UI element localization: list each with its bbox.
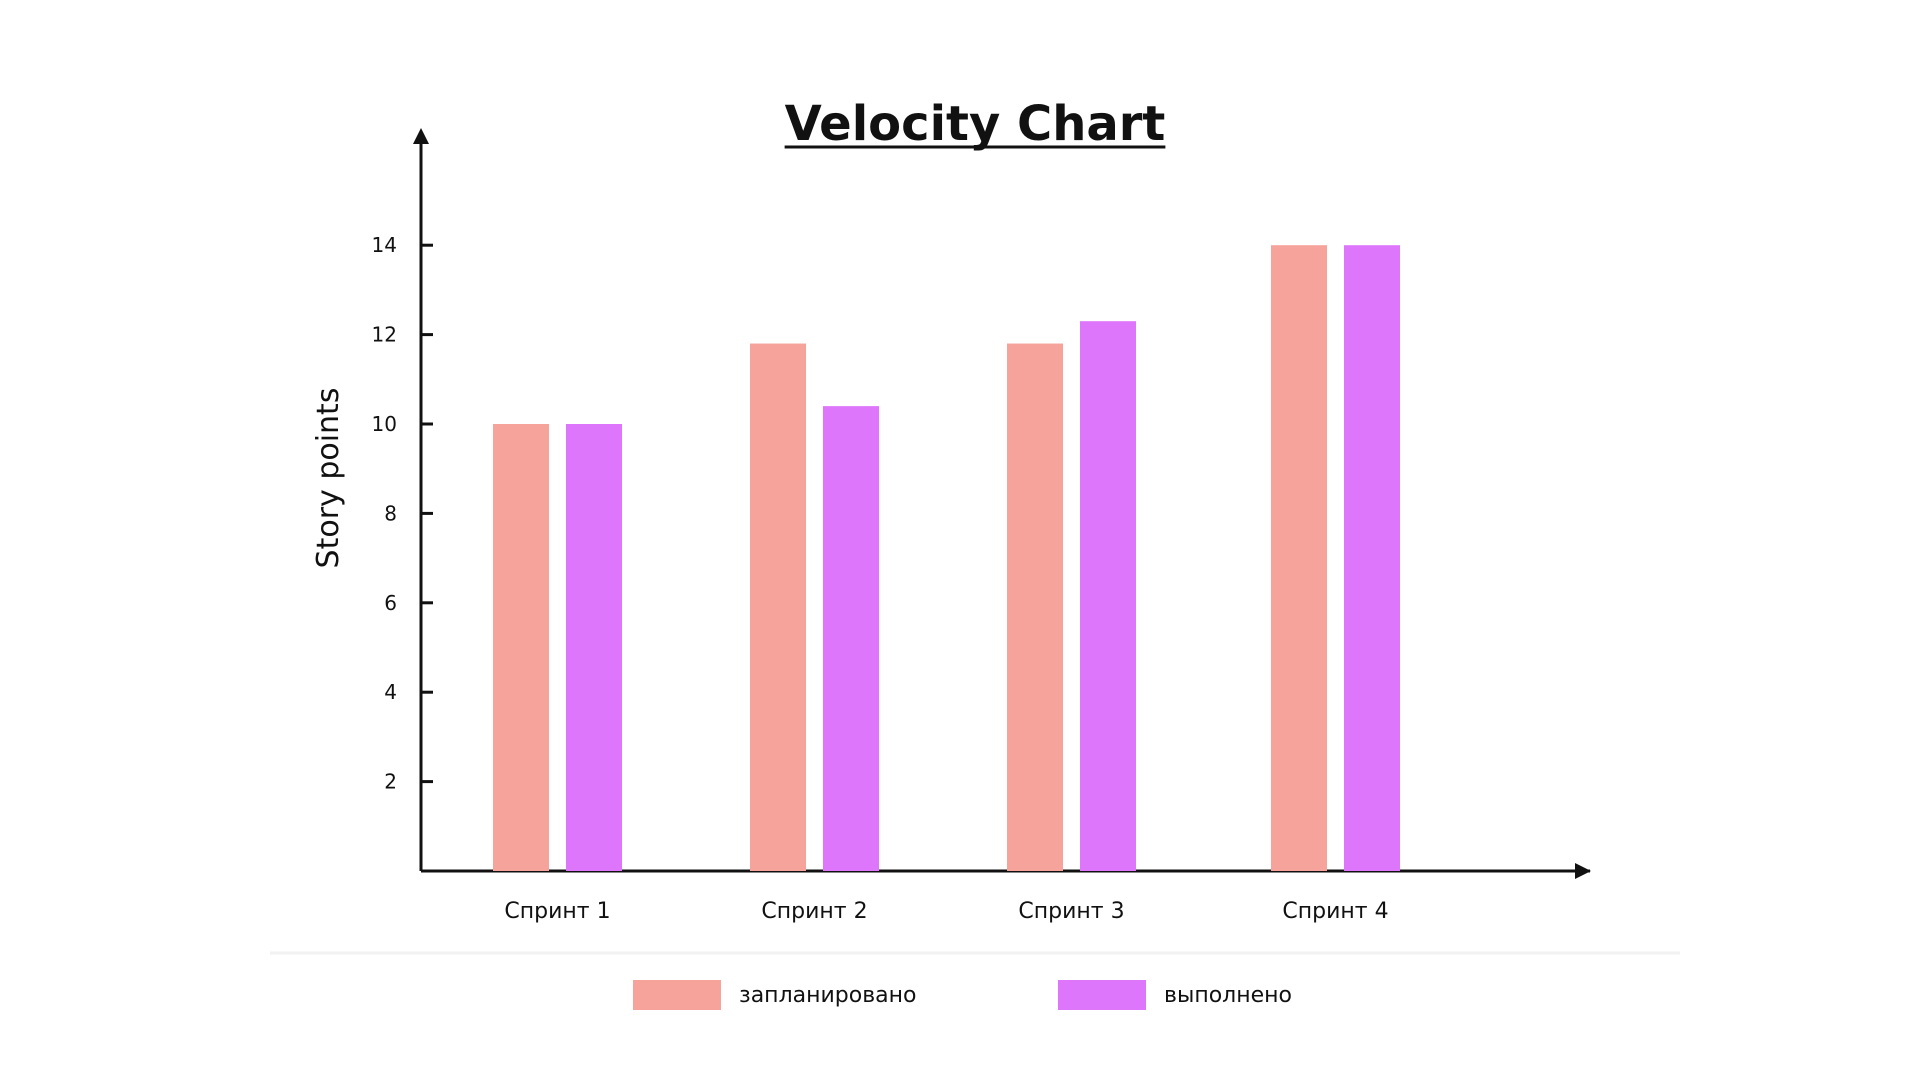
legend-label: выполнено xyxy=(1164,983,1292,1008)
y-axis-label: Story points xyxy=(311,388,346,569)
bars xyxy=(493,245,1400,871)
bar-completed xyxy=(823,406,879,871)
y-axis-ticks: 2 4 6 8 10 12 14 xyxy=(372,233,433,794)
bar-planned xyxy=(1271,245,1327,871)
x-tick-label: Спринт 3 xyxy=(1018,899,1124,924)
y-axis-arrow xyxy=(413,128,429,144)
x-tick-label: Спринт 1 xyxy=(504,899,610,924)
legend-swatch xyxy=(1058,980,1146,1010)
y-tick-label: 14 xyxy=(372,233,397,257)
x-axis-labels: Спринт 1 Спринт 2 Спринт 3 Спринт 4 xyxy=(504,899,1388,924)
bar-planned xyxy=(1007,343,1063,871)
legend-label: запланировано xyxy=(739,983,917,1008)
bar-planned xyxy=(750,343,806,871)
x-tick-label: Спринт 2 xyxy=(761,899,867,924)
bar-completed xyxy=(566,424,622,871)
bar-completed xyxy=(1344,245,1400,871)
legend: запланировано выполнено xyxy=(633,980,1292,1010)
y-tick-label: 8 xyxy=(384,501,397,525)
bar-planned xyxy=(493,424,549,871)
x-tick-label: Спринт 4 xyxy=(1282,899,1388,924)
y-tick-label: 12 xyxy=(372,323,397,347)
x-axis-arrow xyxy=(1575,863,1591,879)
y-tick-label: 6 xyxy=(384,591,397,615)
chart-title: Velocity Chart xyxy=(785,96,1166,152)
y-tick-label: 4 xyxy=(384,680,397,704)
legend-swatch xyxy=(633,980,721,1010)
y-tick-label: 2 xyxy=(384,770,397,794)
bar-completed xyxy=(1080,321,1136,871)
chart-title-group: Velocity Chart xyxy=(784,96,1166,152)
y-tick-label: 10 xyxy=(372,412,397,436)
